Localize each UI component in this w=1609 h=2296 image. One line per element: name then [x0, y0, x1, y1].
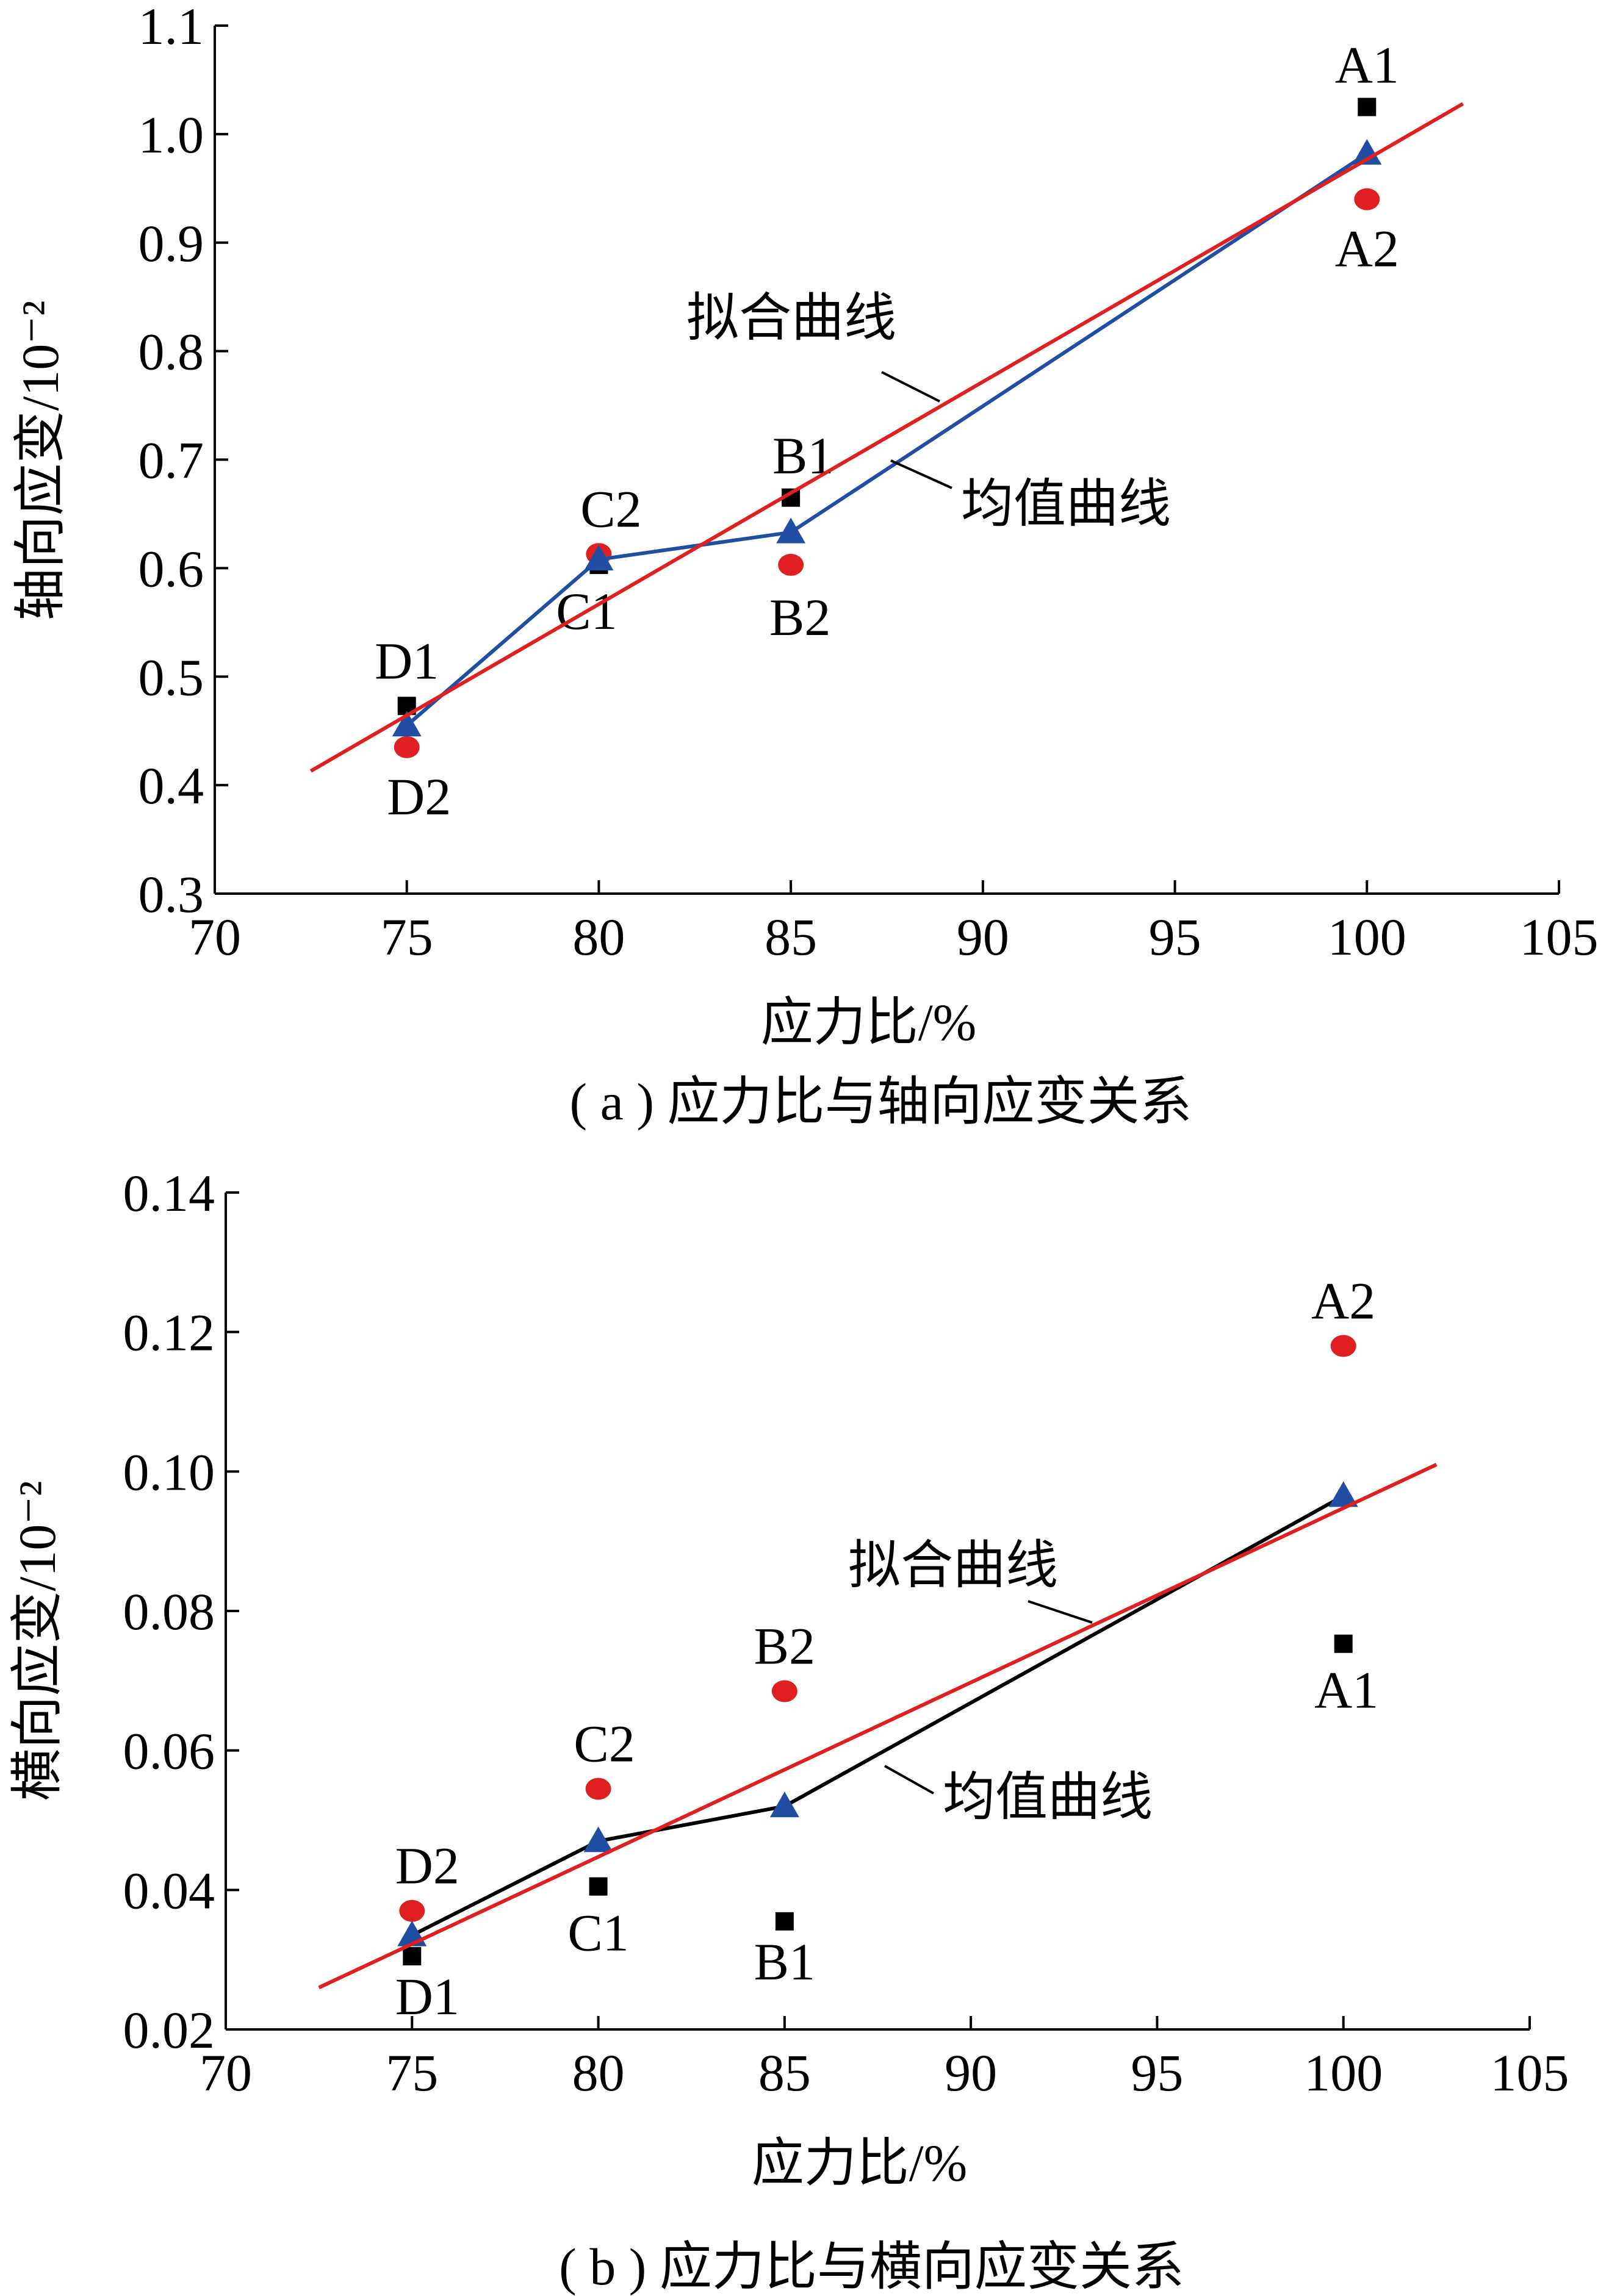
point-label: A2 — [1311, 1272, 1375, 1330]
point-label: D1 — [395, 1967, 459, 2026]
x-tick-label: 95 — [1149, 908, 1201, 966]
square-marker — [589, 1877, 608, 1896]
point-label: C1 — [567, 1904, 628, 1962]
y-tick-label: 0.02 — [123, 2001, 215, 2059]
circle-marker — [585, 1778, 611, 1800]
x-tick-label: 75 — [381, 908, 433, 966]
x-tick-label: 85 — [758, 2043, 811, 2102]
mean-line-leader — [884, 1765, 934, 1795]
x-tick-label: 100 — [1328, 908, 1406, 966]
figure-caption: ( b ) 应力比与横向应变关系 — [559, 2237, 1184, 2296]
x-axis-label: 应力比/% — [752, 2134, 968, 2192]
chart-axial-strain: 70 75 80 85 90 95 100 105 0.3 0.4 0.5 0.6 0.7 0.8 0.9 1… — [11, 0, 1599, 1131]
triangle-marker — [1328, 1481, 1358, 1507]
mean-line-leader — [890, 459, 952, 489]
point-label: B2 — [754, 1616, 815, 1675]
x-tick-label: 100 — [1304, 2043, 1383, 2102]
y-tick-label: 1.1 — [139, 0, 204, 56]
fit-line-leader — [1028, 1600, 1093, 1624]
y-tick-label: 0.10 — [123, 1443, 215, 1501]
y-tick-label: 0.6 — [139, 539, 204, 598]
fit-line-label: 拟合曲线 — [686, 289, 896, 347]
fit-line-label: 拟合曲线 — [848, 1536, 1058, 1595]
mean-line-label: 均值曲线 — [961, 475, 1171, 533]
point-label: B1 — [754, 1932, 815, 1991]
square-marker — [775, 1912, 794, 1931]
y-tick-label: 1.0 — [139, 106, 204, 164]
x-tick-label: 95 — [1131, 2043, 1183, 2102]
y-tick-label: 0.08 — [123, 1582, 215, 1641]
triangle-marker — [583, 1826, 613, 1853]
y-tick-label: 0.8 — [139, 323, 204, 381]
triangle-marker — [584, 545, 614, 571]
mean-line — [411, 1494, 1345, 1937]
mean-line-label: 均值曲线 — [943, 1768, 1153, 1826]
circle-marker — [399, 1900, 425, 1922]
triangle-marker — [392, 711, 422, 737]
circle-marker — [1354, 188, 1380, 210]
square-marker — [403, 1946, 422, 1965]
point-label: A1 — [1335, 35, 1399, 94]
y-tick-label: 0.9 — [139, 214, 204, 273]
y-tick-label: 0.3 — [139, 865, 204, 924]
x-tick-label: 105 — [1520, 908, 1599, 966]
fit-line — [309, 102, 1464, 773]
triangle-marker — [776, 517, 806, 544]
circle-marker — [1330, 1335, 1356, 1357]
y-tick-label: 0.12 — [123, 1304, 215, 1362]
y-axis-label: 轴向应变/10⁻² — [11, 300, 70, 620]
point-label: D2 — [387, 767, 451, 826]
mean-line — [405, 152, 1368, 727]
triangle-marker — [1352, 138, 1382, 165]
point-label: C2 — [580, 479, 641, 538]
point-label: B2 — [769, 588, 830, 647]
point-label: A1 — [1314, 1661, 1378, 1720]
x-tick-label: 70 — [189, 908, 241, 966]
fit-line-leader — [881, 371, 940, 403]
square-marker — [1334, 1634, 1353, 1653]
y-axis-label: 横向应变/10⁻² — [8, 1480, 67, 1801]
y-tick-label: 0.5 — [139, 648, 204, 706]
figure-caption: ( a ) 应力比与轴向应变关系 — [570, 1072, 1192, 1131]
point-label: D1 — [375, 631, 439, 690]
chart-lateral-strain: 70 75 80 85 90 95 100 105 0.02 0.04 0.06 0.08 0.10 0.… — [8, 1164, 1569, 2296]
x-tick-label: 90 — [945, 2043, 997, 2102]
x-tick-label: 80 — [572, 908, 625, 966]
y-tick-label: 0.14 — [123, 1164, 215, 1222]
y-tick-label: 0.4 — [139, 756, 204, 815]
x-tick-label: 75 — [386, 2043, 438, 2102]
point-label: A2 — [1335, 220, 1399, 278]
x-tick-label: 90 — [957, 908, 1009, 966]
point-label: C2 — [574, 1715, 635, 1773]
x-axis-label: 应力比/% — [761, 993, 977, 1052]
y-tick-label: 0.7 — [139, 431, 204, 490]
circle-marker — [778, 554, 804, 576]
triangle-marker — [769, 1792, 799, 1818]
point-label: D2 — [395, 1837, 459, 1895]
circle-marker — [394, 736, 420, 758]
circle-marker — [771, 1680, 797, 1702]
x-tick-label: 80 — [572, 2043, 625, 2102]
x-tick-label: 70 — [200, 2043, 252, 2102]
x-tick-label: 85 — [765, 908, 817, 966]
fit-line — [318, 1463, 1438, 1990]
x-tick-label: 105 — [1491, 2043, 1569, 2102]
square-marker — [1358, 98, 1377, 117]
y-tick-label: 0.04 — [123, 1861, 215, 1920]
y-tick-label: 0.06 — [123, 1722, 215, 1781]
point-label: B1 — [772, 426, 833, 485]
